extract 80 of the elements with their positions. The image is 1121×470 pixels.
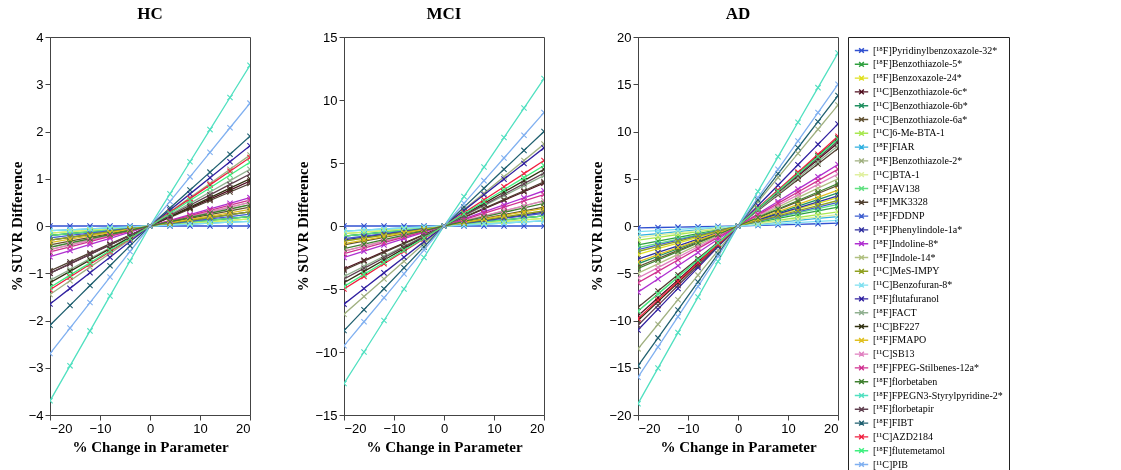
- x-tick-label: −20: [638, 420, 661, 436]
- legend-label: [¹¹C]6-Me-BTA-1: [873, 127, 945, 139]
- legend-label: [¹⁸F]flutafuranol: [873, 292, 940, 304]
- x-tick-label: −20: [50, 420, 73, 436]
- legend-label: [¹⁸F]FMAPO: [873, 334, 927, 346]
- y-tick-label: −5: [616, 265, 632, 281]
- legend-label: [¹⁸F]Benzothiazole-5*: [873, 58, 963, 70]
- x-tick-label: 20: [530, 420, 545, 436]
- x-tick-label: −10: [89, 420, 112, 436]
- y-tick-label: 20: [617, 29, 632, 45]
- legend-label: [¹⁸F]FPEGN3-Styrylpyridine-2*: [873, 389, 1003, 401]
- legend-label: [¹⁸F]FIBT: [873, 417, 914, 429]
- x-axis-title: % Change in Parameter: [660, 438, 817, 455]
- x-tick-label: 0: [440, 420, 449, 436]
- y-tick-label: 15: [617, 76, 632, 92]
- legend-label: [¹⁸F]FPEG-Stilbenes-12a*: [873, 361, 979, 373]
- y-tick-label: 0: [624, 218, 632, 234]
- legend-label: [¹⁸F]AV138: [873, 182, 920, 194]
- x-tick-label: −10: [677, 420, 700, 436]
- legend-label: [¹¹C]SB13: [873, 348, 915, 360]
- y-axis-title: % SUVR Difference: [8, 161, 25, 292]
- y-tick-label: 5: [624, 171, 632, 187]
- legend-label: [¹¹C]MeS-IMPY: [873, 265, 940, 277]
- y-tick-label: −3: [28, 360, 44, 376]
- x-tick-label: 10: [487, 420, 502, 436]
- legend-label: [¹⁸F]FIAR: [873, 141, 915, 153]
- y-tick-label: 0: [36, 218, 44, 234]
- legend-label: [¹¹C]AZD2184: [873, 430, 933, 442]
- y-tick-label: −20: [609, 407, 632, 423]
- legend-label: [¹⁸F]flutemetamol: [873, 444, 946, 456]
- y-tick-label: 3: [36, 76, 44, 92]
- legend-label: [¹¹C]Benzothiazole-6b*: [873, 99, 968, 111]
- x-tick-label: 20: [824, 420, 839, 436]
- legend-label: [¹⁸F]florbetaben: [873, 375, 938, 387]
- x-tick-label: 20: [236, 420, 251, 436]
- chart-title: MCI: [426, 4, 462, 23]
- legend-label: [¹¹C]BTA-1: [873, 168, 920, 180]
- y-tick-label: −10: [609, 313, 632, 328]
- y-tick-label: −5: [322, 281, 338, 297]
- chart-title: AD: [725, 4, 751, 23]
- y-tick-label: 15: [323, 29, 338, 45]
- x-tick-label: 10: [193, 420, 208, 436]
- legend-label: [¹⁸F]Pyridinylbenzoxazole-32*: [873, 44, 998, 56]
- y-tick-label: 10: [617, 124, 632, 139]
- legend-label: [¹⁸F]florbetapir: [873, 403, 935, 415]
- y-axis-title: % SUVR Difference: [295, 161, 312, 292]
- x-tick-label: 0: [734, 420, 743, 436]
- y-tick-label: 2: [36, 124, 44, 139]
- x-axis-title: % Change in Parameter: [366, 438, 523, 455]
- legend-label: [¹⁸F]Indole-14*: [873, 251, 936, 263]
- legend-label: [¹⁸F]Benzothiazole-2*: [873, 154, 963, 166]
- y-tick-label: 1: [36, 171, 44, 187]
- x-tick-label: 10: [781, 420, 796, 436]
- legend-label: [¹⁸F]FDDNP: [873, 210, 925, 222]
- x-tick-label: −10: [383, 420, 406, 436]
- y-tick-label: −2: [28, 313, 44, 328]
- legend-label: [¹¹C]BF227: [873, 320, 920, 332]
- chart-title: HC: [137, 4, 163, 23]
- legend-label: [¹⁸F]Benzoxazole-24*: [873, 72, 962, 84]
- y-tick-label: 10: [323, 92, 338, 108]
- y-tick-label: −10: [315, 344, 338, 360]
- legend-label: [¹¹C]Benzothiazole-6c*: [873, 85, 968, 97]
- legend-label: [¹⁸F]Indoline-8*: [873, 237, 939, 249]
- x-axis-title: % Change in Parameter: [72, 438, 229, 455]
- legend-label: [¹⁸F]Phenylindole-1a*: [873, 223, 963, 235]
- legend-label: [¹¹C]Benzofuran-8*: [873, 279, 953, 291]
- y-axis-title: % SUVR Difference: [589, 161, 606, 292]
- y-tick-label: −15: [609, 360, 632, 376]
- legend-label: [¹⁸F]FACT: [873, 306, 917, 318]
- y-tick-label: −15: [315, 407, 338, 423]
- y-tick-label: 4: [36, 29, 44, 45]
- x-tick-label: 0: [146, 420, 155, 436]
- legend-label: [¹⁸F]MK3328: [873, 196, 928, 208]
- y-tick-label: 0: [330, 218, 338, 234]
- legend-label: [¹¹C]PIB: [873, 458, 909, 470]
- y-tick-label: −4: [28, 407, 44, 423]
- legend-label: [¹¹C]Benzothiazole-6a*: [873, 113, 968, 125]
- y-tick-label: −1: [28, 265, 44, 281]
- x-tick-label: −20: [344, 420, 367, 436]
- y-tick-label: 5: [330, 155, 338, 171]
